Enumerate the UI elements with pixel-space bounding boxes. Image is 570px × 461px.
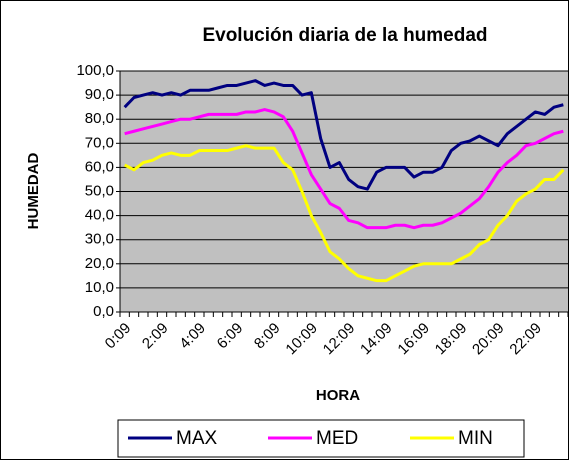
legend bbox=[117, 419, 525, 458]
y-tick-label: 10,0 bbox=[85, 279, 114, 296]
y-tick-label: 20,0 bbox=[85, 255, 114, 272]
series-line bbox=[123, 144, 565, 283]
y-tick-label: 60,0 bbox=[85, 158, 114, 175]
series-line bbox=[123, 79, 564, 191]
legend-label: MED bbox=[316, 428, 358, 449]
y-tick-label: 50,0 bbox=[85, 182, 114, 199]
y-tick-label: 40,0 bbox=[85, 207, 114, 224]
y-axis-title: HUMEDAD bbox=[25, 153, 42, 230]
legend-label: MAX bbox=[176, 428, 218, 449]
x-axis-title: HORA bbox=[316, 387, 360, 404]
y-tick-label: 90,0 bbox=[85, 86, 114, 103]
series-line bbox=[124, 108, 564, 230]
y-tick-label: 100,0 bbox=[76, 62, 114, 79]
y-tick-label: 80,0 bbox=[85, 110, 114, 127]
legend-label: MIN bbox=[458, 428, 493, 449]
chart-title: Evolución diaria de la humedad bbox=[202, 25, 487, 46]
y-tick-label: 0,0 bbox=[93, 303, 114, 320]
y-tick-label: 30,0 bbox=[85, 231, 114, 248]
y-tick-label: 70,0 bbox=[85, 134, 114, 151]
